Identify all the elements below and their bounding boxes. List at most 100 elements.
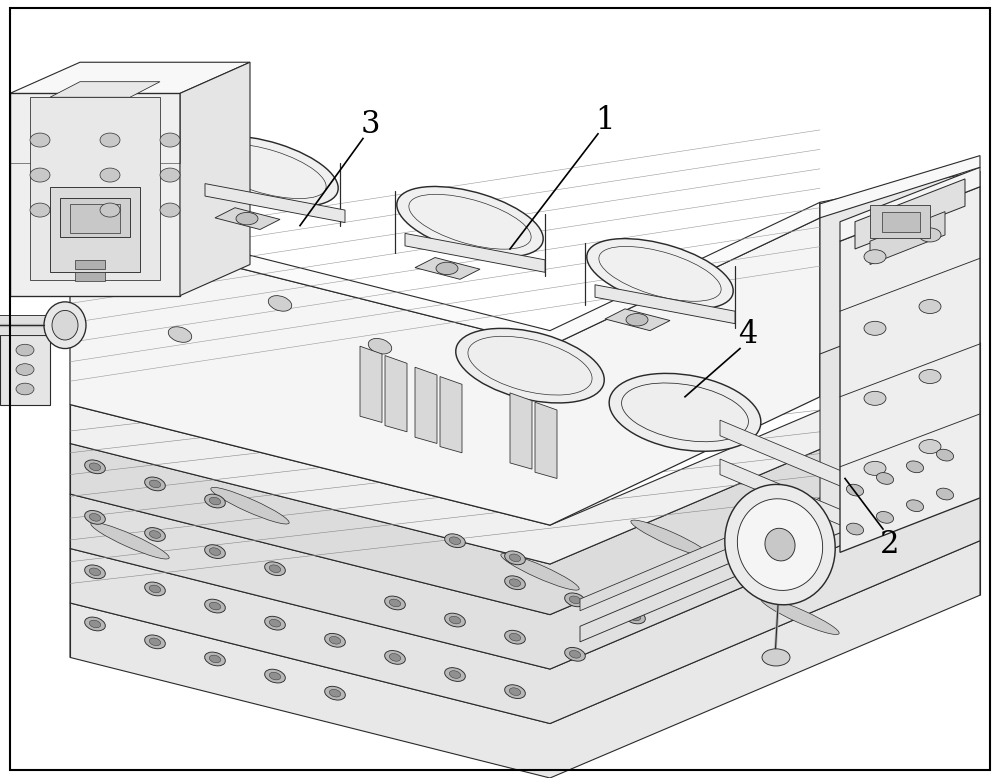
Ellipse shape bbox=[919, 440, 941, 454]
Ellipse shape bbox=[846, 523, 864, 535]
Ellipse shape bbox=[919, 300, 941, 314]
Polygon shape bbox=[440, 377, 462, 453]
Ellipse shape bbox=[625, 610, 645, 624]
Ellipse shape bbox=[906, 461, 924, 473]
Ellipse shape bbox=[268, 296, 292, 311]
Ellipse shape bbox=[919, 228, 941, 242]
Ellipse shape bbox=[505, 685, 525, 699]
Ellipse shape bbox=[876, 472, 894, 485]
Text: 3: 3 bbox=[360, 109, 380, 140]
Ellipse shape bbox=[569, 596, 581, 604]
Ellipse shape bbox=[505, 630, 525, 644]
Polygon shape bbox=[70, 342, 980, 564]
Ellipse shape bbox=[325, 686, 345, 700]
Ellipse shape bbox=[145, 635, 165, 649]
Ellipse shape bbox=[168, 327, 192, 342]
Ellipse shape bbox=[385, 650, 405, 664]
Ellipse shape bbox=[631, 520, 709, 557]
Ellipse shape bbox=[368, 338, 392, 354]
Polygon shape bbox=[850, 331, 880, 529]
Polygon shape bbox=[510, 393, 532, 469]
Polygon shape bbox=[580, 525, 820, 642]
Ellipse shape bbox=[509, 688, 521, 696]
Ellipse shape bbox=[145, 582, 165, 596]
Ellipse shape bbox=[30, 133, 50, 147]
Ellipse shape bbox=[149, 480, 161, 488]
Ellipse shape bbox=[269, 672, 281, 680]
Bar bbox=[75, 272, 105, 281]
Ellipse shape bbox=[445, 668, 465, 682]
Ellipse shape bbox=[906, 499, 924, 512]
Polygon shape bbox=[70, 486, 980, 724]
Polygon shape bbox=[70, 218, 820, 525]
Ellipse shape bbox=[509, 579, 521, 587]
Ellipse shape bbox=[876, 511, 894, 524]
Polygon shape bbox=[840, 167, 980, 241]
Ellipse shape bbox=[509, 633, 521, 641]
Ellipse shape bbox=[765, 528, 795, 561]
Ellipse shape bbox=[145, 477, 165, 491]
Ellipse shape bbox=[209, 602, 221, 610]
Ellipse shape bbox=[762, 649, 790, 666]
Ellipse shape bbox=[265, 562, 285, 576]
Ellipse shape bbox=[100, 203, 120, 217]
Ellipse shape bbox=[936, 449, 954, 461]
Ellipse shape bbox=[385, 596, 405, 610]
Ellipse shape bbox=[609, 373, 761, 451]
Polygon shape bbox=[360, 346, 382, 422]
Polygon shape bbox=[0, 315, 60, 335]
Bar bbox=[870, 205, 930, 238]
Polygon shape bbox=[820, 156, 980, 218]
Ellipse shape bbox=[505, 551, 525, 565]
Polygon shape bbox=[50, 187, 140, 272]
Ellipse shape bbox=[864, 250, 886, 264]
Ellipse shape bbox=[205, 652, 225, 666]
Ellipse shape bbox=[761, 598, 839, 635]
Polygon shape bbox=[405, 233, 545, 272]
Ellipse shape bbox=[919, 370, 941, 384]
Ellipse shape bbox=[329, 689, 341, 697]
Polygon shape bbox=[720, 459, 850, 529]
Ellipse shape bbox=[89, 513, 101, 521]
Ellipse shape bbox=[325, 633, 345, 647]
Ellipse shape bbox=[192, 136, 338, 206]
Bar bbox=[75, 260, 105, 269]
Ellipse shape bbox=[85, 617, 105, 631]
Ellipse shape bbox=[397, 187, 543, 257]
Ellipse shape bbox=[173, 146, 208, 196]
Ellipse shape bbox=[936, 488, 954, 500]
Ellipse shape bbox=[629, 613, 641, 621]
Ellipse shape bbox=[160, 168, 180, 182]
Ellipse shape bbox=[205, 599, 225, 613]
Ellipse shape bbox=[209, 548, 221, 555]
Polygon shape bbox=[870, 212, 945, 265]
Ellipse shape bbox=[89, 463, 101, 471]
Ellipse shape bbox=[30, 168, 50, 182]
Polygon shape bbox=[180, 62, 250, 296]
Ellipse shape bbox=[205, 494, 225, 508]
Ellipse shape bbox=[100, 133, 120, 147]
Ellipse shape bbox=[587, 239, 733, 309]
Polygon shape bbox=[30, 97, 160, 280]
Ellipse shape bbox=[361, 456, 439, 493]
Ellipse shape bbox=[149, 638, 161, 646]
Ellipse shape bbox=[16, 384, 34, 395]
Polygon shape bbox=[0, 335, 50, 405]
Ellipse shape bbox=[30, 203, 50, 217]
Ellipse shape bbox=[85, 510, 105, 524]
Ellipse shape bbox=[725, 485, 835, 605]
Ellipse shape bbox=[449, 537, 461, 545]
Ellipse shape bbox=[265, 616, 285, 630]
Polygon shape bbox=[595, 285, 735, 324]
Ellipse shape bbox=[445, 613, 465, 627]
Ellipse shape bbox=[269, 565, 281, 573]
Polygon shape bbox=[415, 258, 480, 279]
Polygon shape bbox=[385, 356, 407, 432]
Ellipse shape bbox=[52, 310, 78, 340]
Polygon shape bbox=[820, 342, 850, 541]
Ellipse shape bbox=[449, 616, 461, 624]
Ellipse shape bbox=[565, 647, 585, 661]
Ellipse shape bbox=[85, 460, 105, 474]
Ellipse shape bbox=[445, 534, 465, 548]
Ellipse shape bbox=[389, 599, 401, 607]
